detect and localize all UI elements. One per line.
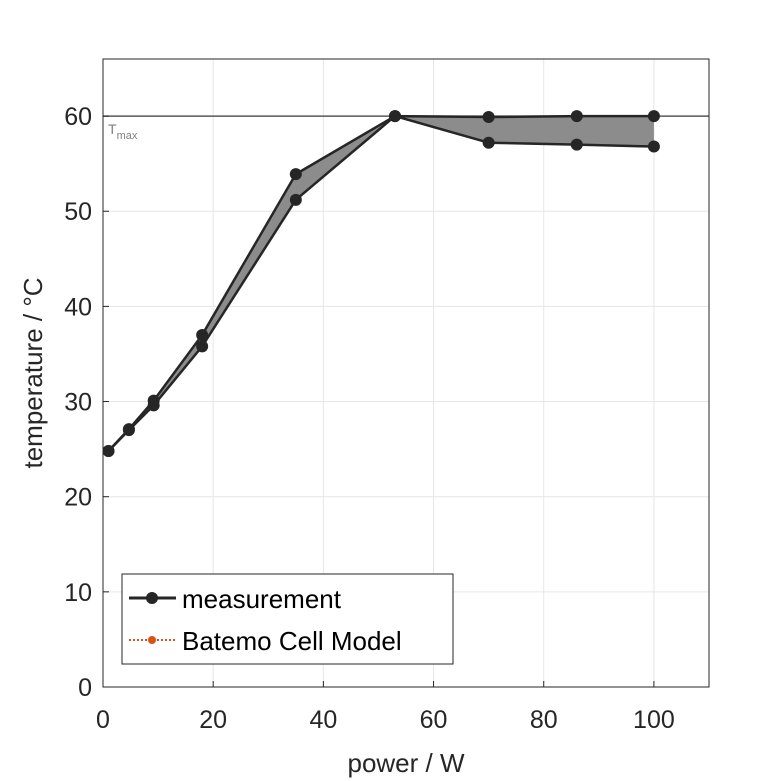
y-tick-label: 20 bbox=[64, 484, 92, 512]
series-markers bbox=[102, 110, 660, 458]
measurement-lower-point bbox=[122, 424, 135, 437]
legend-box bbox=[121, 573, 454, 665]
x-axis-ticks: 0 20 40 60 80 100 bbox=[96, 681, 675, 734]
measurement-upper-point bbox=[647, 110, 660, 123]
legend-model-label: Batemo Cell Model bbox=[182, 626, 402, 656]
plot-frame bbox=[102, 58, 710, 688]
y-tick-label: 50 bbox=[64, 198, 92, 226]
x-tick-label: 40 bbox=[309, 706, 337, 734]
measurement-lower-point bbox=[482, 136, 495, 149]
measurement-lower-point bbox=[196, 340, 209, 353]
y-tick-label: 0 bbox=[78, 674, 92, 702]
y-axis-ticks: 0 10 20 30 40 50 60 bbox=[64, 103, 109, 702]
x-tick-label: 20 bbox=[199, 706, 227, 734]
x-tick-label: 0 bbox=[96, 706, 110, 734]
measurement-lower-point bbox=[388, 110, 401, 123]
x-tick-label: 80 bbox=[530, 706, 558, 734]
y-tick-label: 40 bbox=[64, 293, 92, 321]
y-tick-label: 30 bbox=[64, 389, 92, 417]
measurement-lower-point bbox=[147, 399, 160, 412]
measurement-upper-point bbox=[196, 328, 209, 341]
y-tick-label: 10 bbox=[64, 579, 92, 607]
legend-model-marker bbox=[148, 636, 156, 644]
legend: measurement Batemo Cell Model bbox=[121, 573, 454, 665]
legend-measurement-label: measurement bbox=[182, 584, 342, 614]
x-axis-label: power / W bbox=[347, 748, 464, 778]
measurement-lower-point bbox=[289, 193, 302, 206]
measurement-upper-point bbox=[289, 168, 302, 181]
tmax-label-subscript: max bbox=[117, 130, 138, 142]
measurement-lower-point bbox=[102, 445, 115, 458]
x-tick-label: 100 bbox=[633, 706, 675, 734]
legend-measurement-marker bbox=[146, 592, 158, 604]
x-tick-label: 60 bbox=[420, 706, 448, 734]
measurement-lower-point bbox=[570, 138, 583, 151]
measurement-upper-point bbox=[570, 110, 583, 123]
y-tick-label: 60 bbox=[64, 103, 92, 131]
measurement-upper-point bbox=[482, 111, 495, 124]
measurement-lower-point bbox=[647, 140, 660, 153]
y-axis-label: temperature / °C bbox=[18, 277, 48, 468]
